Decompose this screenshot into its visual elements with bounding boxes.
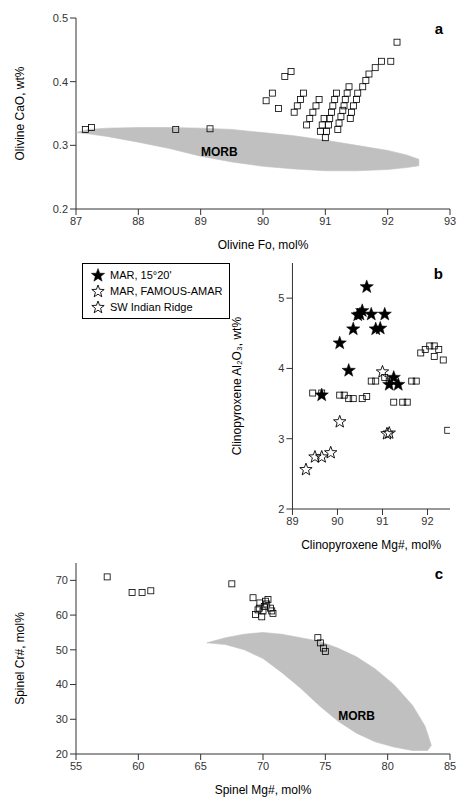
svg-text:40: 40 — [56, 678, 68, 690]
svg-text:70: 70 — [257, 760, 269, 772]
svg-text:50: 50 — [56, 644, 68, 656]
svg-text:90: 90 — [257, 215, 269, 227]
svg-text:92: 92 — [382, 215, 394, 227]
html-text:SW Indian Ridge: SW Indian Ridge — [110, 301, 193, 313]
svg-text:0.4: 0.4 — [53, 76, 68, 88]
svg-text:65: 65 — [195, 760, 207, 772]
svg-text:5: 5 — [278, 292, 284, 304]
svg-text:c: c — [435, 565, 443, 582]
svg-text:3: 3 — [278, 433, 284, 445]
svg-text:4: 4 — [278, 362, 284, 374]
svg-text:75: 75 — [319, 760, 331, 772]
svg-text:90: 90 — [331, 515, 343, 527]
svg-text:30: 30 — [56, 713, 68, 725]
svg-text:60: 60 — [56, 609, 68, 621]
svg-text:85: 85 — [444, 760, 456, 772]
svg-text:0.3: 0.3 — [53, 139, 68, 151]
svg-text:Olivine CaO, wt%: Olivine CaO, wt% — [13, 66, 27, 160]
svg-text:87: 87 — [70, 215, 82, 227]
svg-text:89: 89 — [195, 215, 207, 227]
svg-text:89: 89 — [286, 515, 298, 527]
svg-text:b: b — [434, 265, 443, 282]
svg-text:92: 92 — [421, 515, 433, 527]
svg-text:0.2: 0.2 — [53, 203, 68, 215]
html-text:MAR, 15°20': MAR, 15°20' — [110, 269, 172, 281]
svg-text:Spinel Mg#, mol%: Spinel Mg#, mol% — [215, 783, 312, 797]
svg-text:93: 93 — [444, 215, 456, 227]
svg-text:88: 88 — [132, 215, 144, 227]
svg-text:Clinopyroxene Mg#, mol%: Clinopyroxene Mg#, mol% — [301, 538, 441, 552]
svg-text:Clinopyroxene Al₂O₃, wt%: Clinopyroxene Al₂O₃, wt% — [230, 317, 244, 456]
svg-text:a: a — [435, 20, 444, 37]
svg-text:0.5: 0.5 — [53, 12, 68, 24]
svg-text:MORB: MORB — [201, 145, 238, 159]
svg-text:80: 80 — [382, 760, 394, 772]
svg-text:Olivine Fo, mol%: Olivine Fo, mol% — [218, 238, 309, 252]
svg-text:55: 55 — [70, 760, 82, 772]
svg-text:MORB: MORB — [338, 709, 375, 723]
svg-text:91: 91 — [319, 215, 331, 227]
svg-text:2: 2 — [278, 503, 284, 515]
svg-text:20: 20 — [56, 748, 68, 760]
html-text:MAR, FAMOUS-AMAR: MAR, FAMOUS-AMAR — [110, 285, 223, 297]
svg-text:60: 60 — [132, 760, 144, 772]
svg-text:Spinel Cr#, mol%: Spinel Cr#, mol% — [13, 612, 27, 705]
svg-text:91: 91 — [376, 515, 388, 527]
svg-text:70: 70 — [56, 574, 68, 586]
